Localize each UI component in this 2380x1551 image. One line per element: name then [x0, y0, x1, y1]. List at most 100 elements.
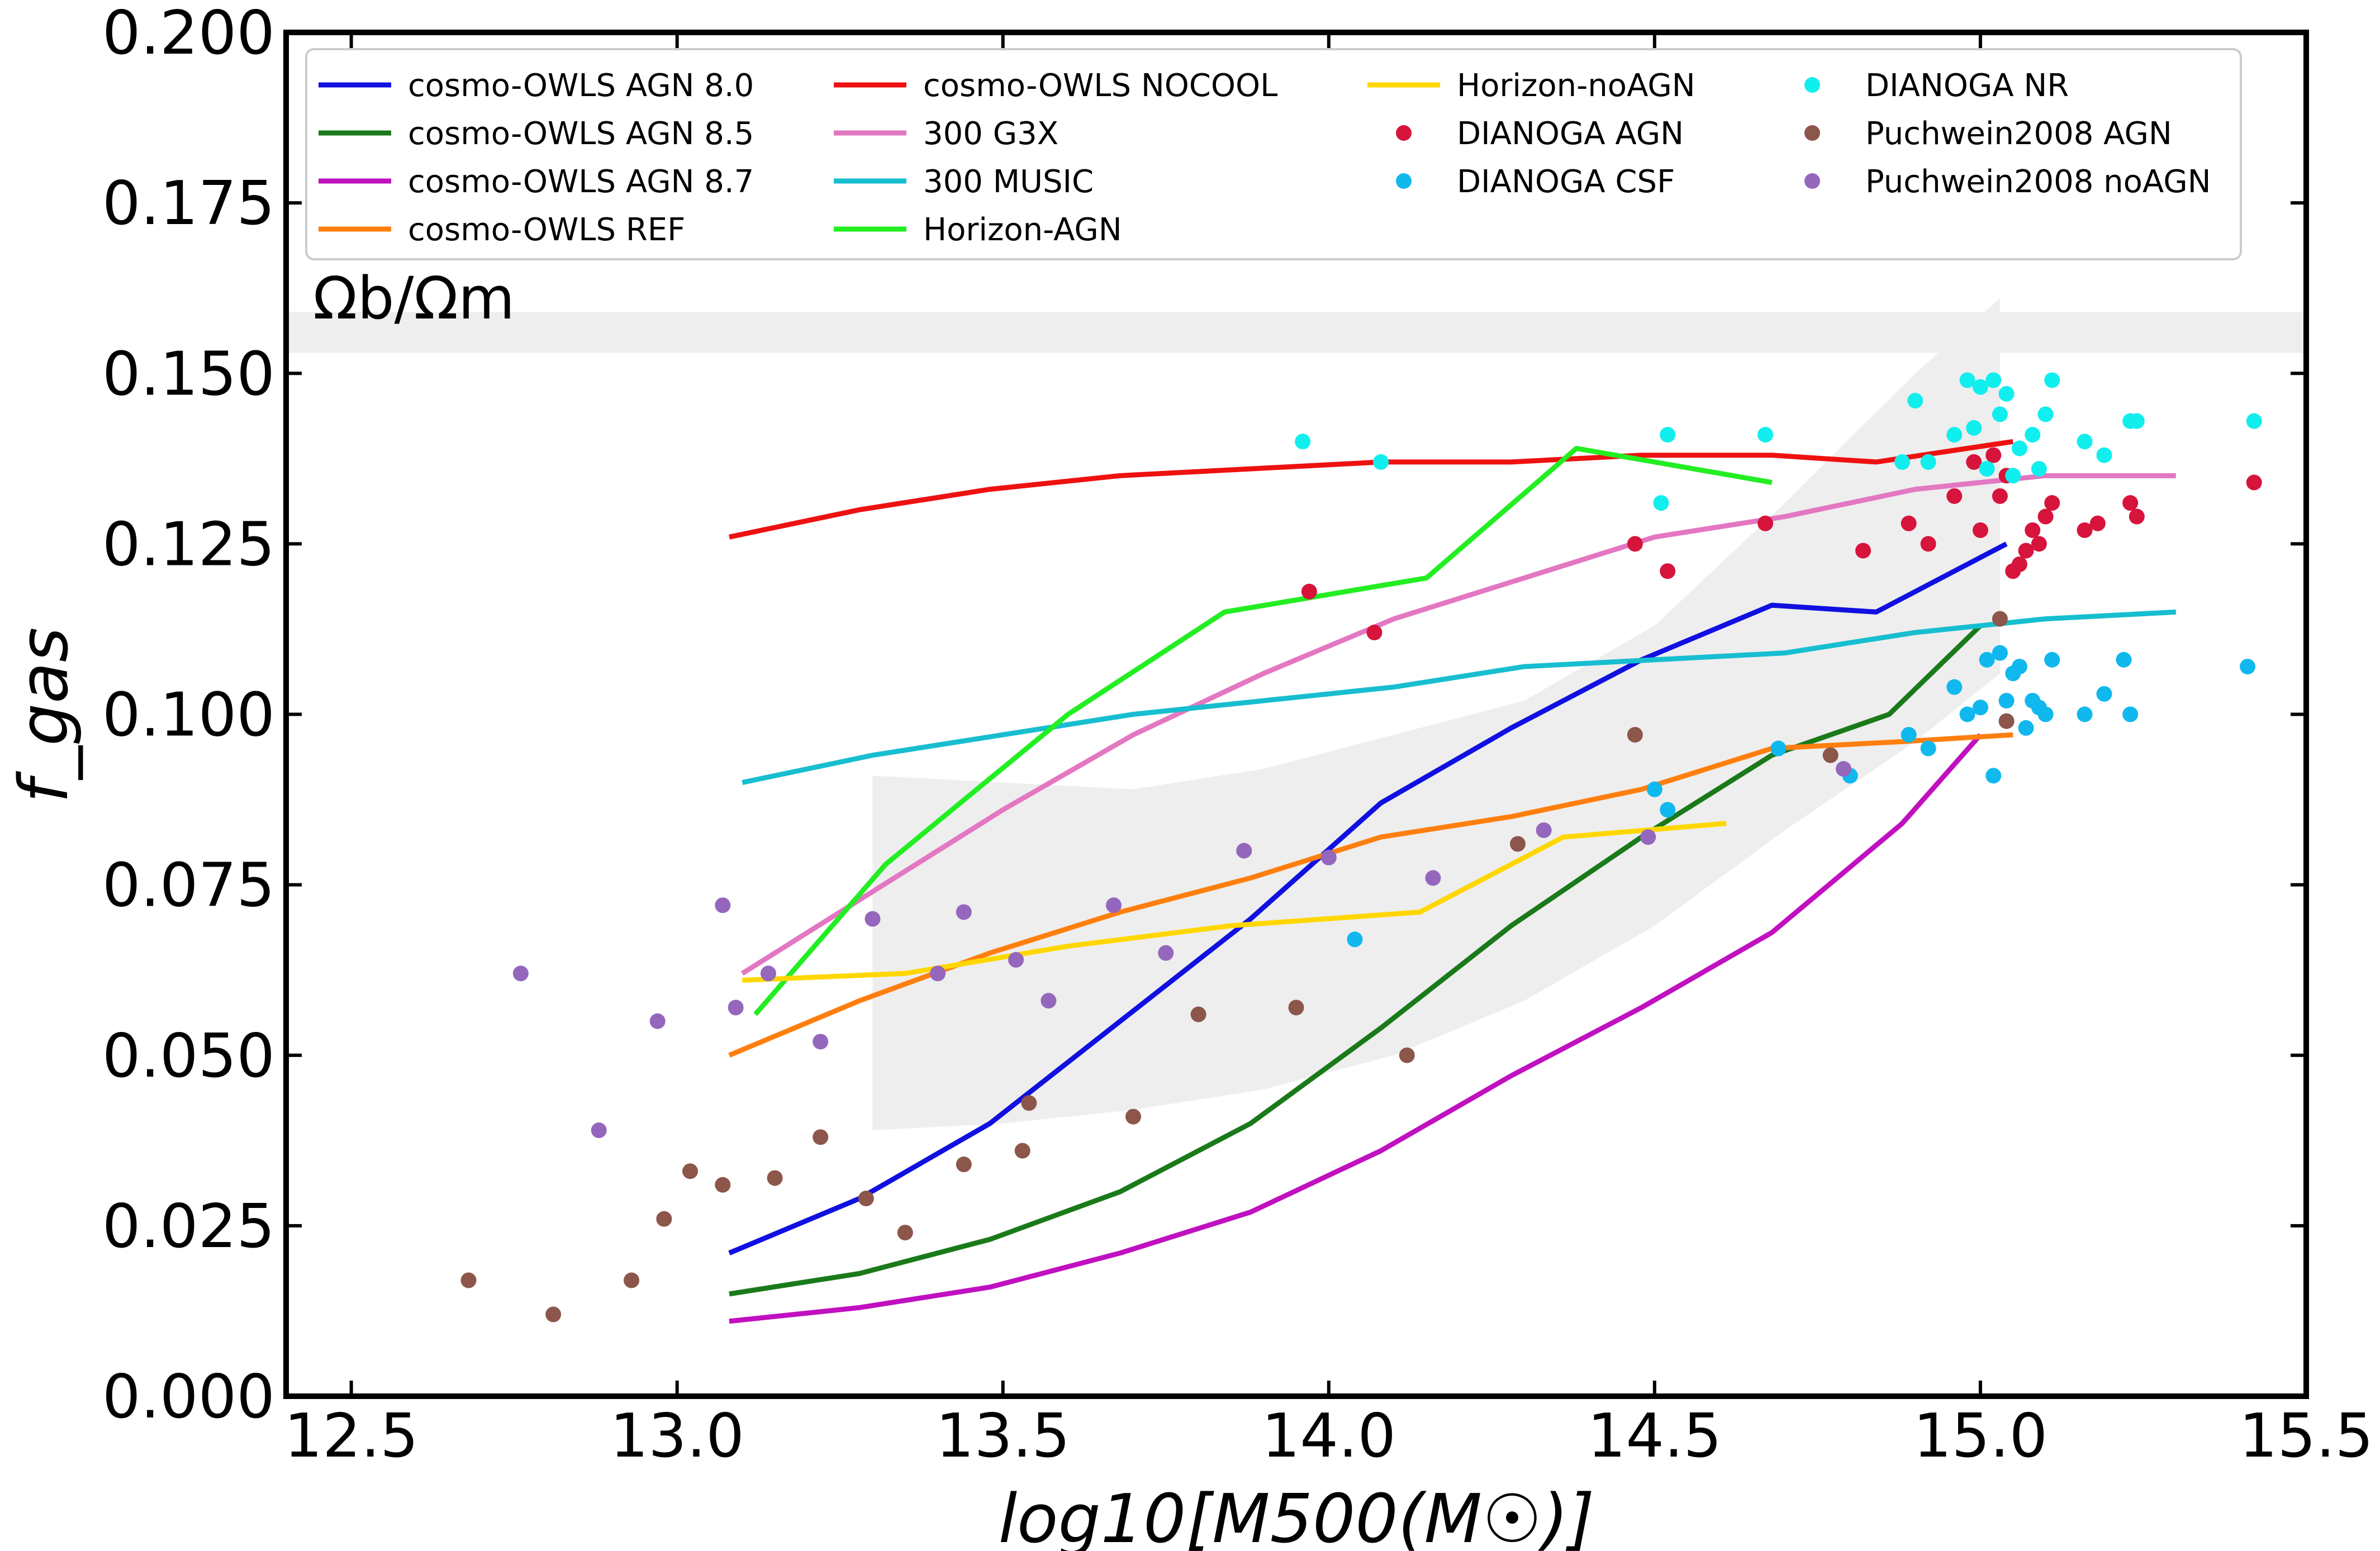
point-puchwein2008-agn [813, 1129, 829, 1145]
scatter-envelope-region [872, 298, 2000, 1131]
point-dianoga-nr [1959, 372, 1975, 388]
point-dianoga-csf [2011, 659, 2027, 675]
point-dianoga-agn [2037, 508, 2054, 525]
point-dianoga-agn [1920, 536, 1936, 552]
point-puchwein2008-noagn [1158, 945, 1174, 961]
point-puchwein2008-noagn [760, 965, 776, 982]
legend-label-puchwein2008-noagn: Puchwein2008 noAGN [1865, 164, 2211, 200]
y-tick-label: 0.000 [102, 1362, 275, 1432]
line-series-layer [728, 439, 2177, 1324]
point-puchwein2008-noagn [512, 965, 529, 982]
point-dianoga-agn [1992, 488, 2008, 504]
point-dianoga-nr [2077, 434, 2093, 450]
point-puchwein2008-agn [956, 1157, 972, 1173]
legend-label-300-music: 300 MUSIC [923, 164, 1094, 200]
line-cosmo-owls-agn-8-7 [729, 733, 1983, 1324]
point-puchwein2008-agn [1125, 1108, 1141, 1125]
point-puchwein2008-agn [858, 1191, 874, 1207]
legend: cosmo-OWLS AGN 8.0 cosmo-OWLS AGN 8.5 cosm… [305, 48, 2242, 260]
point-dianoga-agn [1901, 515, 1917, 531]
point-dianoga-csf [2240, 659, 2256, 675]
point-dianoga-csf [1992, 645, 2008, 661]
x-tick-label: 15.5 [2239, 1401, 2373, 1471]
point-dianoga-csf [1920, 740, 1936, 757]
point-puchwein2008-agn [1992, 611, 2008, 627]
point-puchwein2008-agn [1399, 1047, 1415, 1063]
x-tick-label: 12.5 [284, 1401, 418, 1471]
legend-label-horizon-agn: Horizon-AGN [923, 212, 1122, 248]
point-dianoga-agn [2044, 495, 2060, 511]
scatter-series-layer [460, 372, 2262, 1322]
point-dianoga-agn [2089, 515, 2106, 531]
point-puchwein2008-noagn [864, 911, 881, 927]
point-puchwein2008-noagn [1041, 993, 1057, 1009]
point-puchwein2008-agn [460, 1272, 477, 1288]
point-dianoga-nr [1992, 406, 2008, 422]
point-dianoga-nr [1998, 386, 2015, 402]
point-puchwein2008-noagn [1236, 843, 1252, 859]
x-tick-label: 14.0 [1262, 1401, 1396, 1471]
point-puchwein2008-noagn [1836, 761, 1852, 777]
point-puchwein2008-agn [624, 1272, 640, 1288]
point-dianoga-csf [2096, 686, 2112, 702]
point-dianoga-nr [2005, 468, 2021, 484]
point-dianoga-nr [1660, 427, 1676, 443]
point-puchwein2008-noagn [591, 1122, 607, 1139]
point-dianoga-csf [2037, 706, 2054, 722]
baryon-fraction-band [286, 312, 2306, 353]
line-cosmo-owls-agn-8-0 [728, 541, 2008, 1255]
point-puchwein2008-agn [1288, 1000, 1304, 1016]
legend-label-cosmo-owls-ref: cosmo-OWLS REF [408, 212, 685, 248]
x-tick-label: 13.5 [936, 1401, 1070, 1471]
point-dianoga-agn [1946, 488, 1963, 504]
point-puchwein2008-noagn [1320, 849, 1337, 865]
point-dianoga-csf [1972, 700, 1988, 716]
legend-swatch-dianoga-nr [1804, 77, 1820, 93]
point-puchwein2008-noagn [1105, 897, 1122, 914]
point-dianoga-nr [2129, 413, 2145, 429]
point-dianoga-agn [1366, 625, 1383, 641]
legend-swatch-dianoga-agn [1396, 125, 1412, 141]
point-dianoga-nr [1295, 434, 1311, 450]
point-dianoga-agn [2031, 536, 2047, 552]
legend-label-300-g3x: 300 G3X [923, 116, 1058, 152]
legend-label-dianoga-nr: DIANOGA NR [1865, 68, 2069, 104]
line-horizon-agn [753, 446, 1773, 1016]
point-dianoga-agn [2018, 543, 2034, 559]
point-dianoga-agn [1301, 583, 1317, 600]
y-axis-label: f_gas [6, 627, 83, 803]
line-300-music [742, 609, 2177, 785]
point-puchwein2008-agn [1998, 713, 2015, 729]
point-dianoga-csf [2122, 706, 2139, 722]
point-dianoga-nr [2025, 427, 2041, 443]
point-dianoga-nr [2011, 440, 2027, 456]
point-puchwein2008-agn [1627, 727, 1643, 743]
point-dianoga-nr [1972, 379, 1988, 395]
point-puchwein2008-agn [1021, 1095, 1037, 1111]
point-dianoga-nr [1907, 393, 1923, 409]
legend-label-dianoga-agn: DIANOGA AGN [1457, 116, 1684, 152]
legend-label-dianoga-csf: DIANOGA CSF [1457, 164, 1675, 200]
point-puchwein2008-noagn [956, 904, 972, 920]
point-dianoga-agn [2077, 522, 2093, 538]
point-dianoga-csf [1901, 727, 1917, 743]
point-dianoga-agn [2246, 474, 2262, 491]
point-dianoga-nr [2037, 406, 2054, 422]
point-dianoga-nr [1946, 427, 1963, 443]
point-dianoga-csf [1347, 931, 1363, 948]
point-dianoga-csf [1770, 740, 1787, 757]
y-tick-label: 0.150 [102, 339, 275, 409]
legend-swatch-puchwein2008-agn [1804, 125, 1820, 141]
point-dianoga-nr [1894, 454, 1910, 470]
point-dianoga-agn [1855, 543, 1871, 559]
x-tick-label: 15.0 [1913, 1401, 2048, 1471]
point-puchwein2008-noagn [715, 897, 731, 914]
point-puchwein2008-noagn [813, 1034, 829, 1050]
point-puchwein2008-noagn [728, 1000, 744, 1016]
axis-ticks: 12.5 13.0 13.5 14.0 14.5 15.0 15.5 0.000 0.025 0.… [102, 0, 2373, 1471]
point-puchwein2008-agn [715, 1177, 731, 1193]
point-puchwein2008-agn [545, 1306, 562, 1322]
baryon-fraction-band-layer [286, 312, 2306, 353]
y-tick-label: 0.200 [102, 0, 275, 68]
